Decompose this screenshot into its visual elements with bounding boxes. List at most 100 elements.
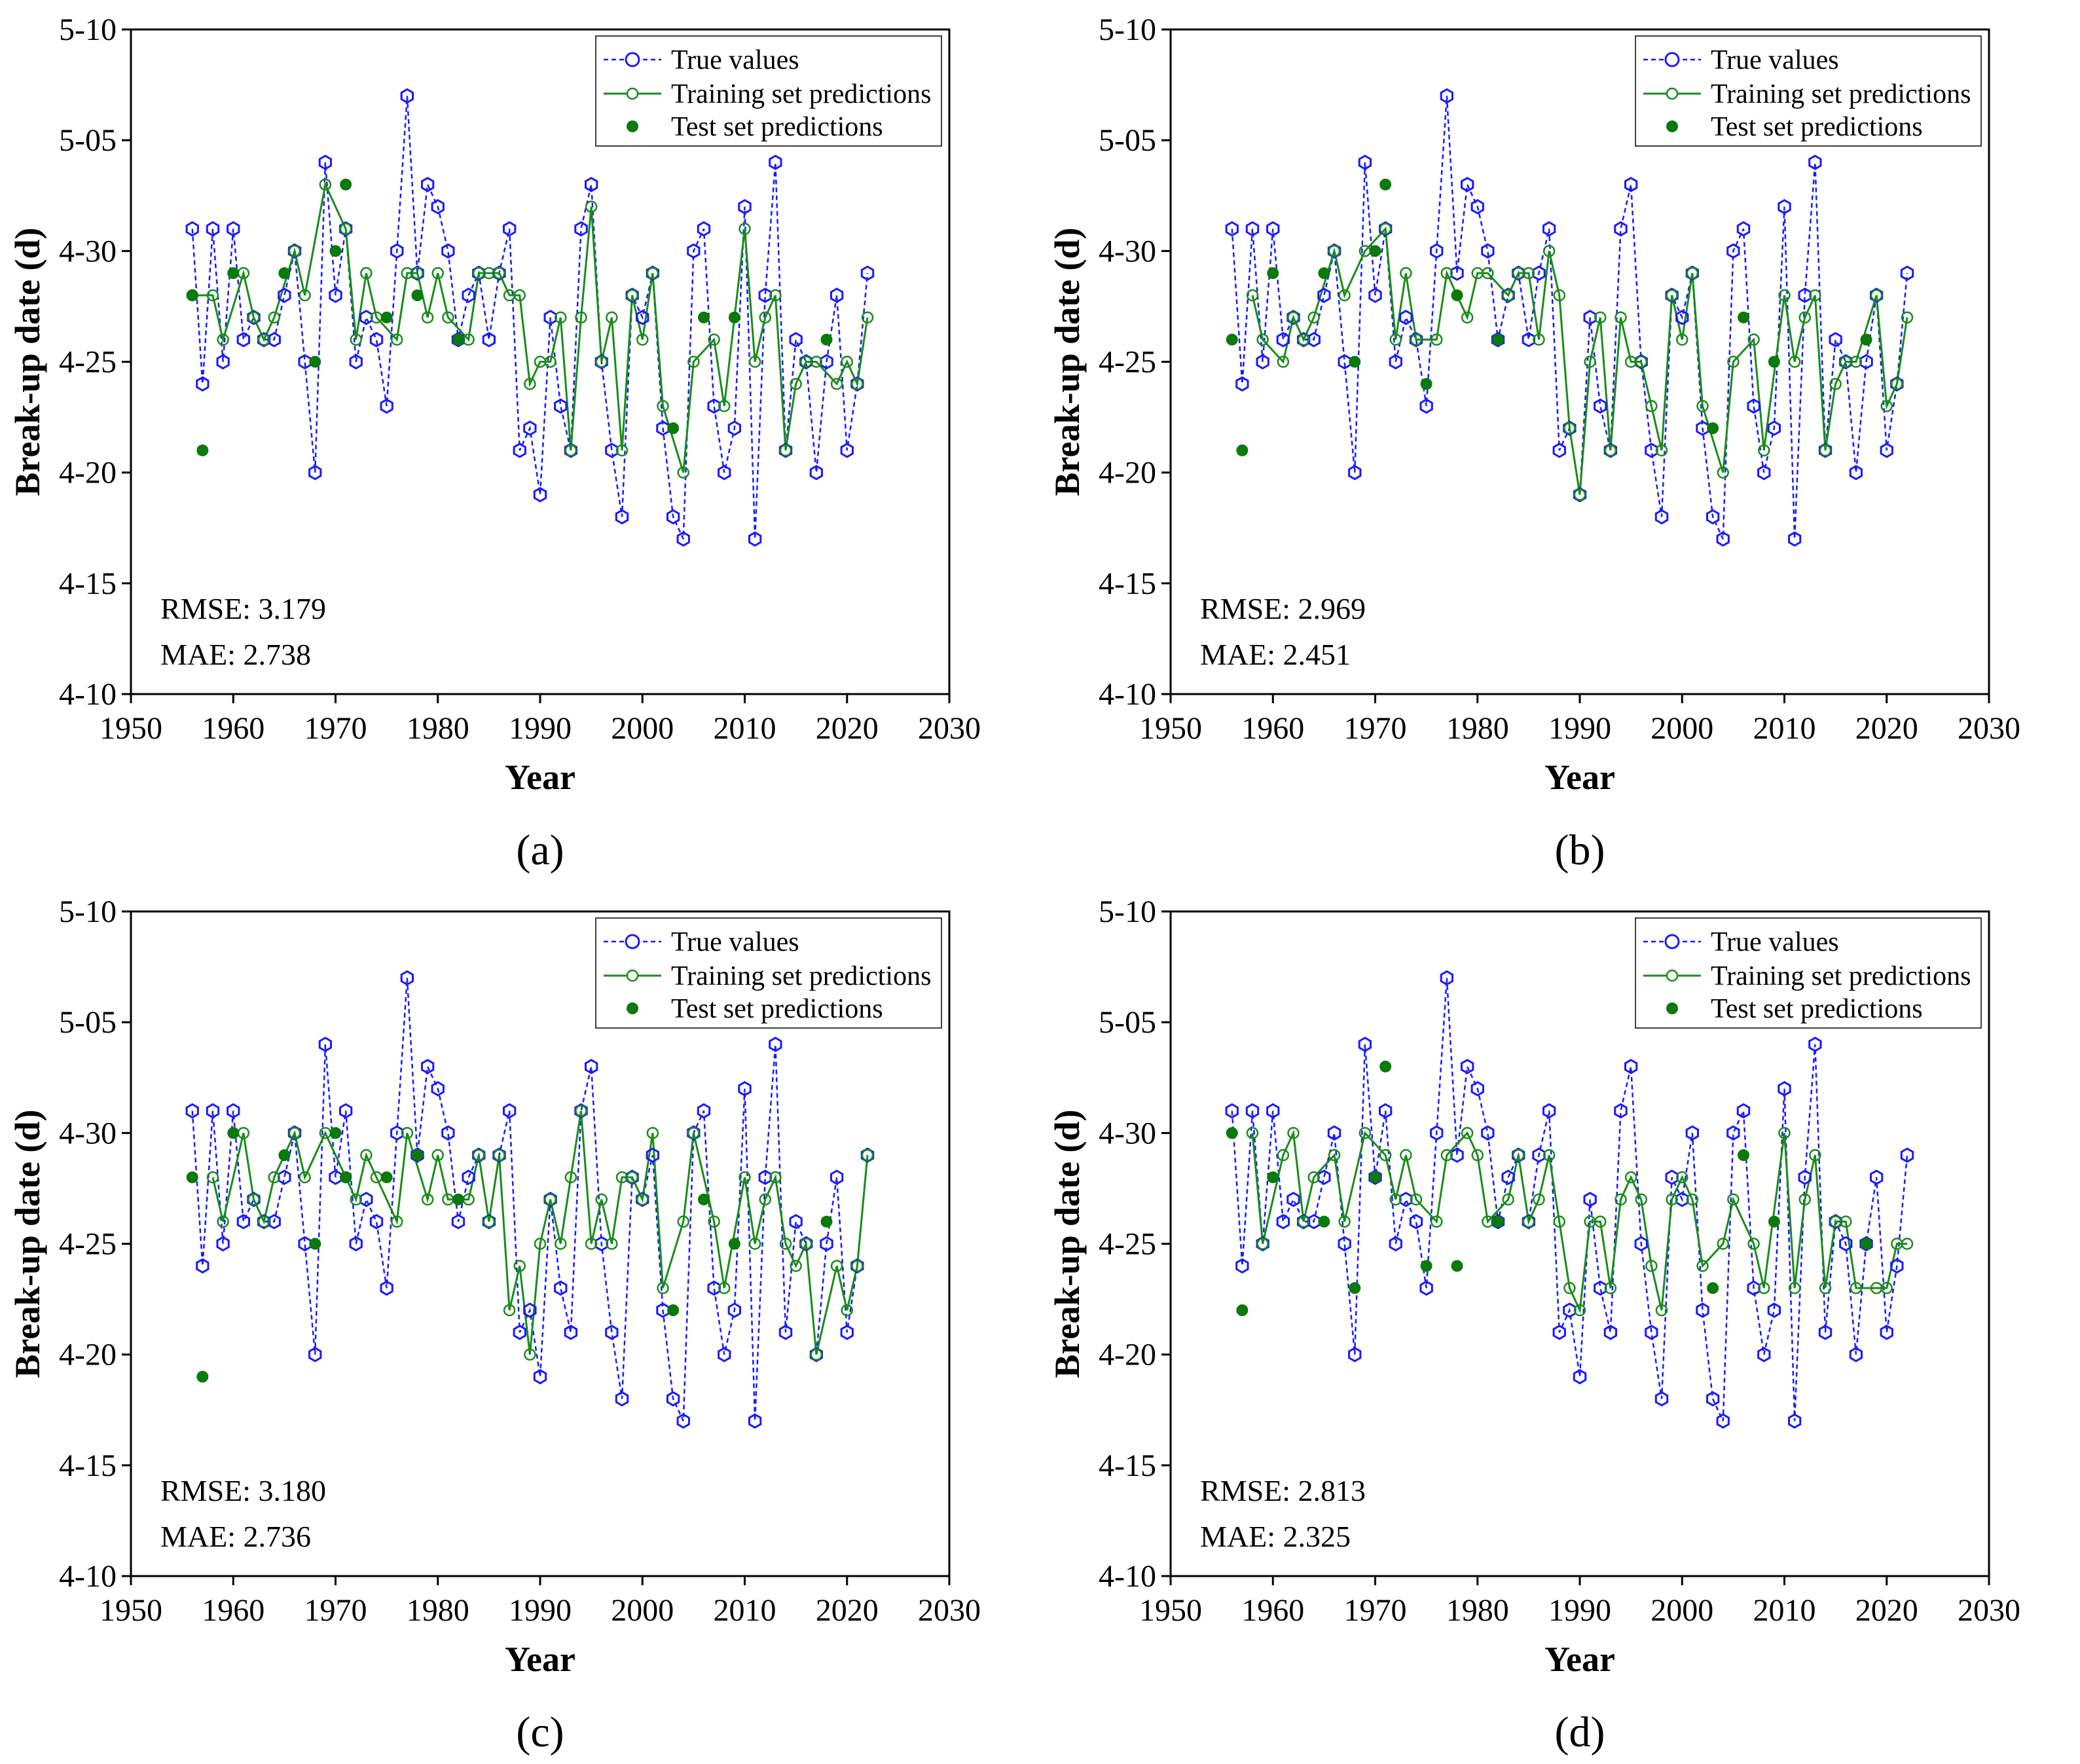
training-prediction-point — [1615, 1193, 1627, 1206]
true-value-point — [236, 331, 250, 348]
true-value-point — [687, 243, 701, 259]
true-value-point — [1614, 1103, 1628, 1119]
training-prediction-point — [513, 289, 526, 302]
test-prediction-point — [1451, 1260, 1463, 1272]
test-prediction-point — [1492, 333, 1504, 346]
training-prediction-point — [1809, 289, 1821, 302]
y-tick-label: 5-05 — [59, 1005, 117, 1040]
test-prediction-point — [1738, 1149, 1749, 1162]
y-axis-title: Break-up date (d) — [1048, 1109, 1087, 1378]
y-tick-label: 4-10 — [59, 677, 117, 712]
true-value-point — [1440, 970, 1453, 986]
training-prediction-point — [493, 1148, 505, 1162]
true-value-point — [1890, 1258, 1904, 1274]
true-value-point — [206, 1103, 220, 1119]
x-tick-label: 2020 — [1855, 711, 1918, 746]
true-value-point — [287, 243, 302, 259]
true-value-point — [451, 1213, 465, 1230]
training-prediction-point — [851, 1260, 864, 1272]
true-value-point — [860, 1147, 875, 1163]
test-prediction-point — [196, 444, 209, 456]
training-prediction-point — [1655, 1304, 1668, 1317]
test-prediction-point — [1738, 311, 1749, 323]
mae-text: MAE: 2.451 — [1200, 638, 1351, 671]
true-value-point — [605, 1325, 619, 1340]
y-tick-label: 4-20 — [59, 1338, 117, 1372]
training-prediction-point — [299, 289, 311, 302]
training-prediction-point — [1328, 1148, 1341, 1162]
training-prediction-point — [1287, 1127, 1300, 1139]
training-prediction-point — [1788, 1281, 1801, 1295]
training-prediction-point — [810, 356, 823, 368]
y-tick-label: 4-15 — [1099, 1448, 1156, 1483]
true-value-point — [503, 1103, 517, 1119]
true-value-point — [523, 1302, 537, 1318]
true-value-point — [247, 1192, 261, 1207]
training-prediction-point — [1502, 1193, 1514, 1206]
x-tick-label: 1970 — [1344, 711, 1407, 746]
training-prediction-point — [841, 356, 853, 368]
test-prediction-point — [698, 1193, 710, 1205]
true-value-point — [1624, 177, 1638, 193]
true-value-point — [1542, 1103, 1556, 1119]
training-prediction-point — [606, 311, 618, 324]
test-prediction-point — [1420, 378, 1432, 390]
test-prediction-point — [227, 1127, 240, 1139]
test-prediction-point — [1226, 333, 1238, 346]
true-value-point — [513, 1325, 526, 1340]
x-tick-label: 2000 — [1651, 711, 1713, 746]
training-prediction-point — [1624, 1171, 1637, 1184]
x-tick-label: 1980 — [1446, 711, 1509, 746]
true-value-point — [1665, 287, 1679, 303]
true-value-point — [1470, 1080, 1484, 1097]
training-prediction-point — [1563, 1281, 1576, 1295]
training-prediction-point — [1880, 1281, 1893, 1295]
true-value-point — [431, 1080, 445, 1097]
true-value-point — [1736, 1103, 1751, 1119]
true-value-point — [1501, 287, 1515, 303]
test-prediction-point — [1768, 1215, 1780, 1228]
true-value-point — [380, 1280, 393, 1296]
true-value-point — [646, 265, 659, 281]
x-tick-label: 2000 — [611, 711, 674, 746]
training-prediction-point — [1788, 356, 1801, 368]
test-prediction-point — [186, 1171, 198, 1183]
test-prediction-point — [1707, 1282, 1719, 1295]
test-prediction-point — [1369, 1171, 1381, 1183]
true-value-point — [594, 354, 608, 370]
true-value-point — [1829, 331, 1842, 348]
training-prediction-point — [401, 1127, 414, 1139]
legend-train-marker — [626, 87, 639, 100]
test-prediction-point — [309, 1238, 321, 1250]
true-value-point — [1542, 221, 1556, 237]
training-prediction-point — [1359, 1127, 1372, 1139]
training-prediction-point — [339, 223, 352, 235]
training-prediction-point — [841, 1304, 853, 1317]
training-prediction-point — [1686, 1193, 1699, 1206]
training-prediction-point — [748, 356, 761, 368]
training-prediction-point — [268, 311, 280, 324]
training-prediction-point — [646, 266, 659, 280]
y-tick-label: 5-10 — [1099, 12, 1156, 47]
legend: True values Training set predictionsTest … — [595, 917, 942, 1029]
test-prediction-point — [278, 1149, 291, 1162]
training-prediction-point — [1747, 1238, 1760, 1250]
true-value-point — [1594, 398, 1607, 414]
true-value-point — [1685, 265, 1699, 281]
true-value-point — [1389, 354, 1402, 370]
training-prediction-point — [1829, 378, 1842, 390]
true-value-point — [789, 1213, 803, 1230]
training-prediction-point — [1747, 333, 1760, 346]
y-tick-label: 4-20 — [59, 456, 117, 490]
x-tick-label: 1990 — [509, 1593, 572, 1628]
training-prediction-point — [1502, 289, 1514, 302]
true-value-point — [1778, 198, 1791, 215]
test-prediction-point — [309, 356, 321, 368]
x-tick-label: 2020 — [1855, 1593, 1918, 1628]
x-tick-label: 1980 — [407, 711, 469, 746]
true-value-point — [1419, 398, 1433, 414]
training-prediction-point — [585, 200, 598, 213]
true-value-point — [809, 1346, 823, 1363]
rmse-text: RMSE: 3.179 — [160, 592, 326, 625]
training-prediction-point — [1819, 1281, 1832, 1295]
